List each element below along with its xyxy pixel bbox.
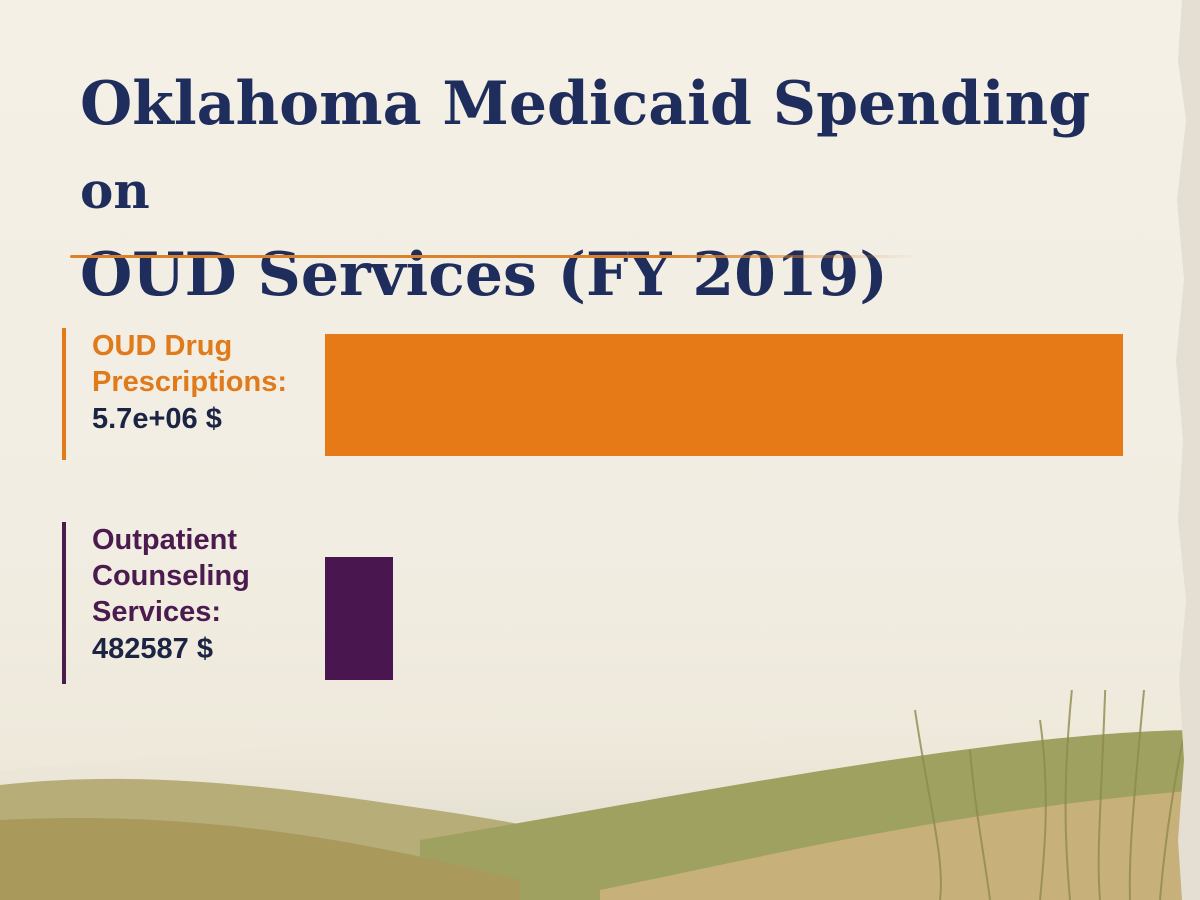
category-name: OUD Drug Prescriptions: [92,330,287,398]
torn-paper-edge [1176,0,1200,900]
data-label: 482587 $ [92,633,213,665]
title-line-2: OUD Services (FY 2019) [80,240,888,310]
category-label-oud-drug-prescriptions: OUD Drug Prescriptions: 5.7e+06 $ [62,328,312,460]
bar-outpatient-counseling-services [325,557,393,680]
bar-oud-drug-prescriptions [325,334,1123,456]
category-label-outpatient-counseling-services: Outpatient Counseling Services: 482587 $ [62,522,312,684]
category-name: Outpatient Counseling Services: [92,524,250,628]
title-divider [70,255,920,258]
prairie-landscape-illustration [0,690,1200,900]
title-connector: on [80,161,150,220]
data-label: 5.7e+06 $ [92,403,222,435]
chart-title: Oklahoma Medicaid Spending on OUD Servic… [80,62,1160,317]
title-main: Oklahoma Medicaid Spending [80,69,1091,139]
